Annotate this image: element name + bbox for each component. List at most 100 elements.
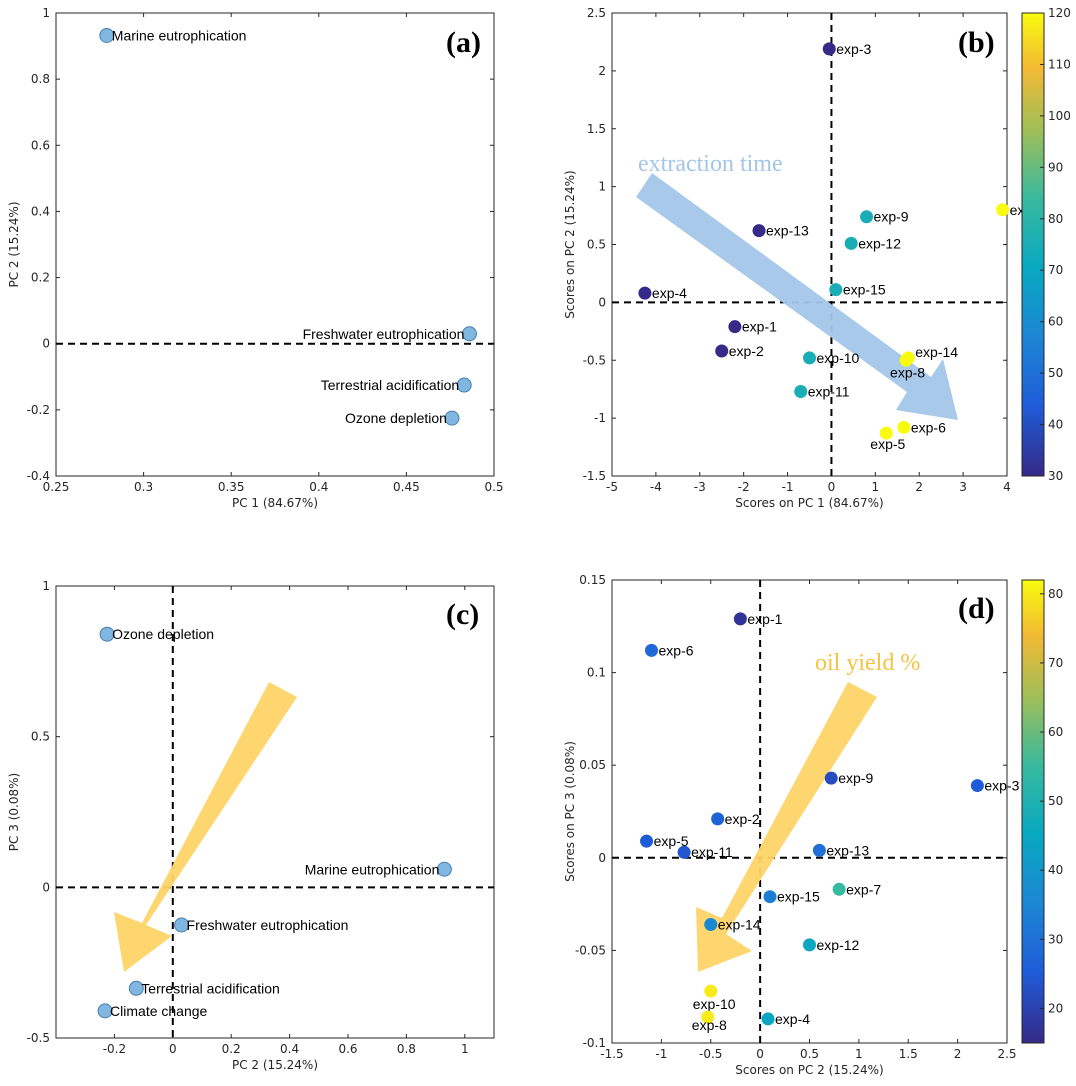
x-axis-label: Scores on PC 2 (15.24%) bbox=[735, 1063, 883, 1077]
scatter-point bbox=[761, 1012, 775, 1026]
point-label: Terrestrial acidification bbox=[321, 377, 460, 393]
point-label: exp-13 bbox=[766, 223, 809, 239]
annotation-text: oil yield % bbox=[815, 650, 920, 676]
colorbar-tick-label: 50 bbox=[1048, 366, 1063, 380]
colorbar-tick-label: 50 bbox=[1048, 794, 1063, 808]
y-tick-label: 0.5 bbox=[587, 238, 606, 252]
x-tick-label: -3 bbox=[694, 480, 706, 494]
scatter-point bbox=[822, 42, 836, 56]
x-axis-label: Scores on PC 1 (84.67%) bbox=[735, 496, 883, 510]
direction-arrow bbox=[114, 682, 297, 972]
scatter-point bbox=[970, 779, 984, 793]
x-tick-label: 0.25 bbox=[43, 480, 70, 494]
y-tick-label: 2.5 bbox=[587, 6, 606, 20]
point-label: exp-1 bbox=[747, 611, 782, 627]
scatter-point bbox=[899, 353, 913, 367]
x-tick-label: 2.5 bbox=[997, 1047, 1016, 1061]
colorbar-tick-label: 60 bbox=[1048, 725, 1063, 739]
y-axis-label: Scores on PC 3 (0.08%) bbox=[563, 741, 577, 882]
x-tick-label: 2 bbox=[954, 1047, 962, 1061]
point-label: exp-6 bbox=[659, 642, 694, 658]
y-tick-label: -0.5 bbox=[583, 353, 606, 367]
y-tick-label: 0 bbox=[598, 851, 606, 865]
point-label: exp-14 bbox=[718, 916, 761, 932]
scatter-point bbox=[803, 938, 816, 952]
colorbar-tick-label: 100 bbox=[1048, 109, 1071, 123]
point-label: exp-10 bbox=[693, 996, 736, 1012]
panel-b: -5 -4 -3 -2 -1 0 1 2 3 4 -1.5 -1 -0.5 0 0.5 1 1.5 2 2.5 Sco… bbox=[563, 6, 1071, 510]
colorbar-tick-label: 80 bbox=[1048, 587, 1063, 601]
x-tick-label: 0.4 bbox=[309, 480, 328, 494]
extraction-time-arrow bbox=[636, 173, 958, 420]
point-label: exp-4 bbox=[775, 1011, 810, 1027]
point-label: Freshwater eutrophication bbox=[303, 326, 465, 342]
x-tick-label: 0.45 bbox=[393, 480, 420, 494]
point-label: exp-12 bbox=[817, 937, 860, 953]
scatter-point bbox=[645, 643, 658, 657]
point-label: exp-9 bbox=[874, 209, 909, 225]
point-label: exp-3 bbox=[836, 41, 871, 57]
y-tick-label: 0.15 bbox=[579, 573, 606, 587]
point-label: exp-6 bbox=[911, 419, 946, 435]
y-tick-label: -0.1 bbox=[583, 1036, 606, 1050]
point-label: exp-7 bbox=[846, 881, 881, 897]
scatter-point bbox=[829, 283, 843, 297]
point-label: exp-8 bbox=[692, 1017, 727, 1033]
scatter-point bbox=[733, 612, 747, 626]
x-tick-label: 0.4 bbox=[280, 1042, 299, 1056]
y-tick-label: 0 bbox=[42, 337, 50, 351]
point-label: Marine eutrophication bbox=[112, 27, 247, 43]
colorbar-tick-label: 30 bbox=[1048, 469, 1063, 483]
scatter-point bbox=[704, 984, 718, 998]
colorbar bbox=[1021, 12, 1045, 477]
point-label: Terrestrial acidification bbox=[141, 980, 279, 996]
scatter-point bbox=[844, 236, 858, 250]
scatter-point bbox=[752, 224, 766, 238]
scatter-point bbox=[99, 27, 115, 43]
y-tick-label: 0 bbox=[598, 295, 606, 309]
x-tick-label: -1 bbox=[782, 480, 794, 494]
y-tick-label: 2 bbox=[598, 64, 606, 78]
y-tick-label: -1.5 bbox=[583, 469, 606, 483]
panel-letter: (c) bbox=[446, 598, 479, 631]
plot-frame bbox=[611, 579, 1008, 1044]
y-tick-label: -0.4 bbox=[27, 469, 50, 483]
panel-letter: (b) bbox=[958, 26, 995, 59]
y-tick-label: 0.05 bbox=[579, 758, 606, 772]
plot-frame bbox=[55, 585, 495, 1039]
x-tick-label: 3 bbox=[959, 480, 967, 494]
y-axis-label: Scores on PC 2 (15.24%) bbox=[563, 170, 577, 318]
scatter-point bbox=[436, 861, 452, 877]
scatter-point bbox=[812, 843, 826, 857]
point-label: exp-14 bbox=[915, 344, 958, 360]
scatter-point bbox=[97, 1003, 113, 1019]
y-tick-label: 0.4 bbox=[31, 204, 50, 218]
point-label: exp-13 bbox=[826, 842, 869, 858]
scatter-point bbox=[128, 980, 144, 996]
colorbar-tick-label: 20 bbox=[1048, 1001, 1063, 1015]
y-tick-label: 1 bbox=[42, 579, 50, 593]
y-tick-label: -0.5 bbox=[27, 1031, 50, 1045]
x-tick-label: 0.2 bbox=[222, 1042, 241, 1056]
x-tick-label: 1 bbox=[461, 1042, 469, 1056]
x-tick-label: 0.5 bbox=[800, 1047, 819, 1061]
x-tick-label: -2 bbox=[738, 480, 750, 494]
x-axis-label: PC 1 (84.67%) bbox=[232, 496, 318, 510]
panel-a: 0.25 0.3 0.35 0.4 0.45 0.5 -0.4 -0.2 0 0.2 0.4 0.6 0… bbox=[7, 6, 504, 510]
y-tick-label: 1.5 bbox=[587, 122, 606, 136]
point-label: exp-12 bbox=[858, 235, 901, 251]
panel-d: -1.5 -1 -0.5 0 0.5 1 1.5 2 2.5 -0.1 -0.05 0 0.05 0.1 0… bbox=[563, 573, 1063, 1077]
point-label: Freshwater eutrophication bbox=[187, 917, 349, 933]
y-tick-label: -1 bbox=[594, 411, 606, 425]
y-tick-label: 0.8 bbox=[31, 72, 50, 86]
colorbar-tick-label: 70 bbox=[1048, 656, 1063, 670]
point-label: exp-4 bbox=[652, 285, 687, 301]
scatter-point bbox=[444, 410, 460, 426]
x-tick-label: 1 bbox=[872, 480, 880, 494]
scatter-point bbox=[461, 326, 477, 342]
point-label: Ozone depletion bbox=[345, 410, 447, 426]
point-label: Climate change bbox=[110, 1003, 207, 1019]
x-axis-label: PC 2 (15.24%) bbox=[232, 1058, 318, 1072]
scatter-point bbox=[99, 626, 115, 642]
